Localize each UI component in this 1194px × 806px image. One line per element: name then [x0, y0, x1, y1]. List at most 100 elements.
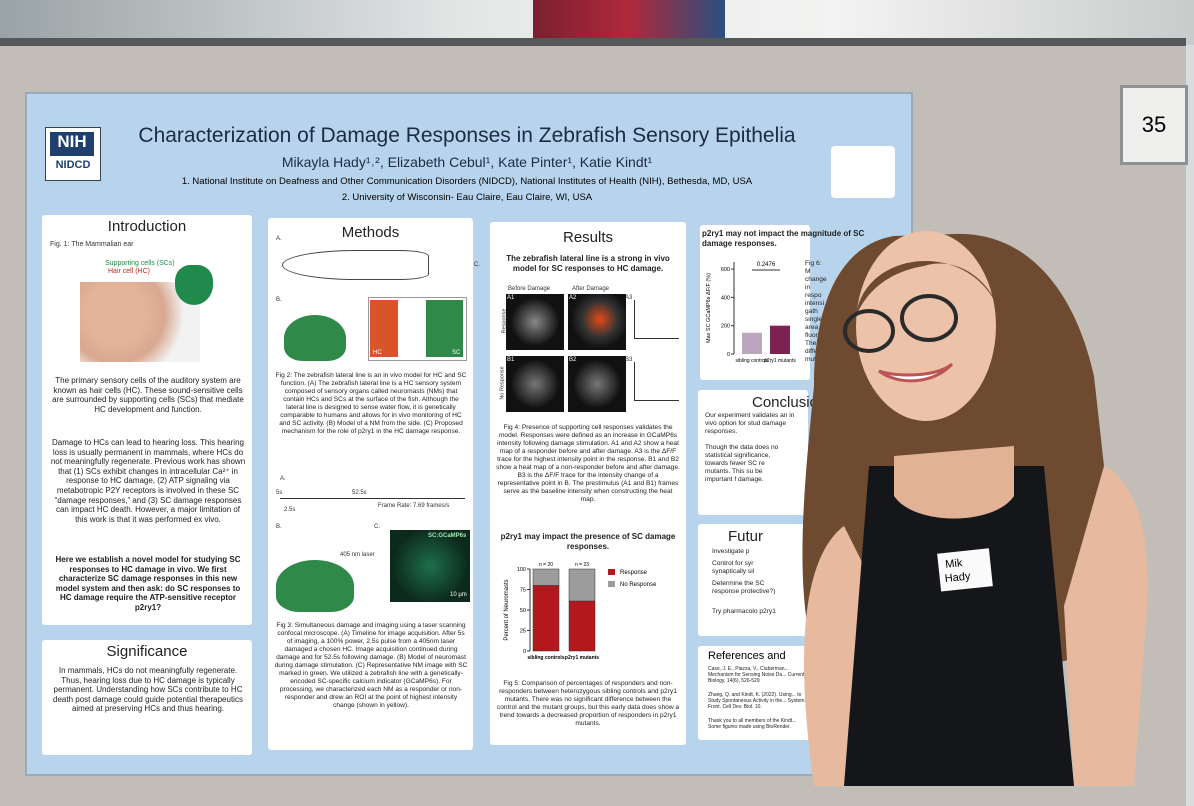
timeline-label: 5s [276, 490, 283, 496]
nm-image [390, 530, 470, 602]
chart-title: p2ry1 may not impact the magnitude of SC… [702, 229, 865, 248]
reference: Case, J. E., Piazza, V., Ciuberman... Me… [708, 666, 805, 684]
bullet: Try pharmacolo p2ry1 [712, 608, 776, 615]
neck [894, 446, 1014, 519]
y-tick-label: 50 [520, 608, 526, 614]
uw-seal [831, 146, 895, 198]
bar-segment [568, 568, 596, 602]
y-axis-label: Max SC GCaMP6s ΔF/F (%) [706, 273, 712, 343]
fig-caption: Fig. 1: The Mammalian ear [50, 241, 134, 248]
nih-logo: NIH NIDCD [45, 127, 101, 181]
paragraph: Here we establish a novel model for stud… [55, 555, 241, 612]
name-tag [937, 548, 993, 592]
trace [634, 300, 679, 339]
y-tick-label: 400 [721, 295, 730, 301]
heatmap [568, 294, 626, 350]
name-tag-text: Mik [945, 557, 964, 571]
row-label: Response [501, 308, 508, 334]
bar [770, 325, 790, 354]
trace [634, 362, 679, 401]
bar-segment [532, 585, 560, 652]
heading: Introduction [107, 218, 187, 235]
name-tag-text: Hady [944, 570, 971, 585]
y-tick-label: 0 [523, 649, 526, 655]
panel-label: B. [276, 524, 282, 530]
zebrafish [282, 250, 429, 280]
label: After Damage [572, 286, 610, 292]
legend-swatch [608, 581, 615, 587]
bullet: Control for syr synaptically sil [712, 560, 755, 575]
neuromast [284, 315, 346, 361]
heading: References and [708, 650, 786, 662]
significance-box [42, 640, 252, 755]
authors: Mikayla Hady¹˒², Elizabeth Cebul¹, Kate … [281, 154, 653, 170]
subhead: The zebrafish lateral line is a strong i… [506, 254, 670, 273]
fig6-chart: Max SC GCaMP6s ΔF/F (%) 0 200 400 600 sibling… [706, 262, 796, 364]
y-tick-label: 0 [727, 352, 730, 358]
label: SC:GCaMP6s [428, 533, 467, 539]
y-tick-label: 75 [520, 588, 526, 594]
paragraph: Damage to HCs can lead to hearing loss. … [50, 438, 246, 524]
timeline-label: Frame Rate: 7.69 frames/s [378, 503, 450, 509]
heatmap [506, 294, 564, 350]
bullet: Though the data does no statistical sign… [705, 444, 779, 483]
panel-label: A3 [625, 295, 633, 301]
panel-label: B3 [625, 357, 633, 363]
bar-segment [532, 568, 560, 586]
legend-label: No Response [620, 582, 657, 588]
future-box [698, 524, 808, 636]
n-label: n = 23 [575, 562, 589, 568]
panel-label: A. [276, 236, 282, 242]
hc-block [370, 300, 398, 357]
bullet: Determine the SC response protective?) [712, 580, 776, 595]
panel-label: B1 [507, 357, 515, 363]
timeline-label: 52.5s [352, 490, 367, 496]
sc-block [426, 300, 463, 357]
caption: Fig 4: Presence of supporting cell respo… [496, 424, 680, 503]
logo-text: NIH [50, 132, 94, 156]
caption: Fig 2: The zebrafish lateral line is an … [275, 372, 467, 435]
heading: Methods [341, 224, 400, 241]
panel-label: A2 [569, 295, 577, 301]
glasses [900, 294, 958, 342]
label: 405 nm laser [340, 552, 375, 558]
face [856, 231, 996, 421]
bullet: Our experiment validates an in vivo opti… [705, 412, 795, 435]
smile [878, 362, 954, 383]
heatmap [568, 356, 626, 412]
x-tick-label: sibling controls [735, 358, 769, 364]
subhead: p2ry1 may impact the presence of SC dama… [500, 532, 676, 551]
panel-label: A1 [507, 295, 515, 301]
y-tick-label: 200 [721, 324, 730, 330]
scale: 10 µm [450, 592, 467, 598]
hc-icon [175, 265, 213, 305]
y-axis-label: Percent of Neuromasts [504, 579, 510, 640]
y-tick-label: 25 [520, 629, 526, 635]
panel-label: B. [276, 297, 282, 303]
panel-label: C. [374, 524, 380, 530]
row-label: No Response [499, 366, 506, 400]
conclusions-box [698, 390, 808, 515]
neuromast-damage [276, 560, 354, 612]
heatmap [506, 356, 564, 412]
glasses [843, 309, 895, 353]
panel-label: A. [280, 476, 286, 482]
reference: Zhang, Q. and Kindt, K. (2022). Using...… [708, 692, 806, 710]
heading: Futur [728, 528, 764, 545]
bar [742, 332, 762, 354]
annotation: 0.2476 [757, 262, 776, 268]
timeline-label: 2.5s [284, 507, 296, 513]
affiliation: 2. University of Wisconsin- Eau Claire, … [341, 192, 593, 203]
poster-title: Characterization of Damage Responses in … [138, 124, 796, 147]
heading: Significance [106, 643, 188, 660]
legend-label: Response [620, 570, 648, 576]
bullet: Investigate p [712, 548, 750, 555]
heading: Conclusio [752, 394, 818, 411]
x-tick-label: p2ry1 mutants [565, 655, 599, 661]
caption: Fig 3: Simultaneous damage and imaging u… [274, 622, 468, 709]
paragraph: In mammals, HCs do not meaningfully rege… [53, 666, 243, 714]
paragraph: The primary sensory cells of the auditor… [52, 376, 244, 414]
banner [533, 0, 725, 45]
panel-label: B2 [569, 357, 577, 363]
